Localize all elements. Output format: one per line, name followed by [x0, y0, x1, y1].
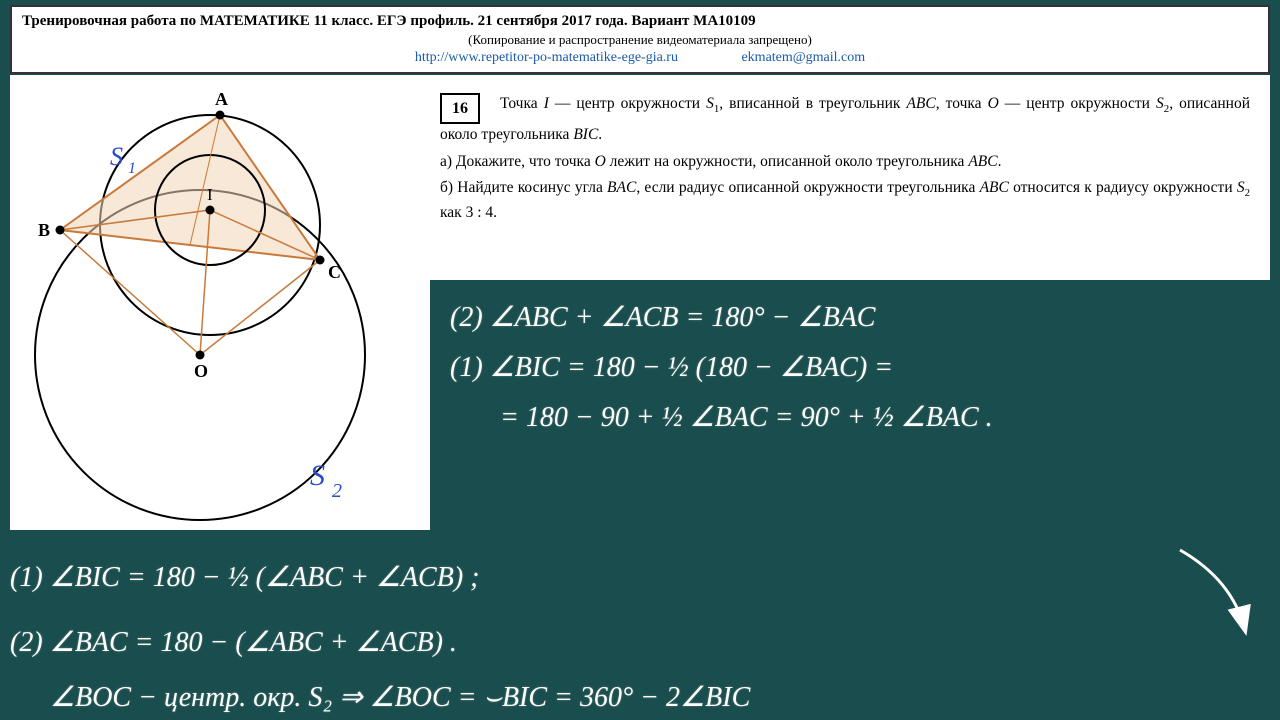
- chalk-line-4: (2) ∠BAC = 180 − (∠ABC + ∠ACB) .: [10, 625, 457, 659]
- chalk-line-3: (1) ∠BIC = 180 − ½ (∠ABC + ∠ACB) ;: [10, 560, 479, 594]
- chalk-line-1: (1) ∠BIC = 180 − ½ (180 − ∠BAC) =: [450, 350, 893, 384]
- chalk-line-5: ∠BOC − центр. окр. S₂ ⇒ ∠BOC = ⌣BIC = 36…: [50, 680, 750, 714]
- chalk-line-2: = 180 − 90 + ½ ∠BAC = 90° + ½ ∠BAC .: [500, 400, 993, 434]
- chalk-line-0: (2) ∠ABC + ∠ACB = 180° − ∠BAC: [450, 300, 875, 334]
